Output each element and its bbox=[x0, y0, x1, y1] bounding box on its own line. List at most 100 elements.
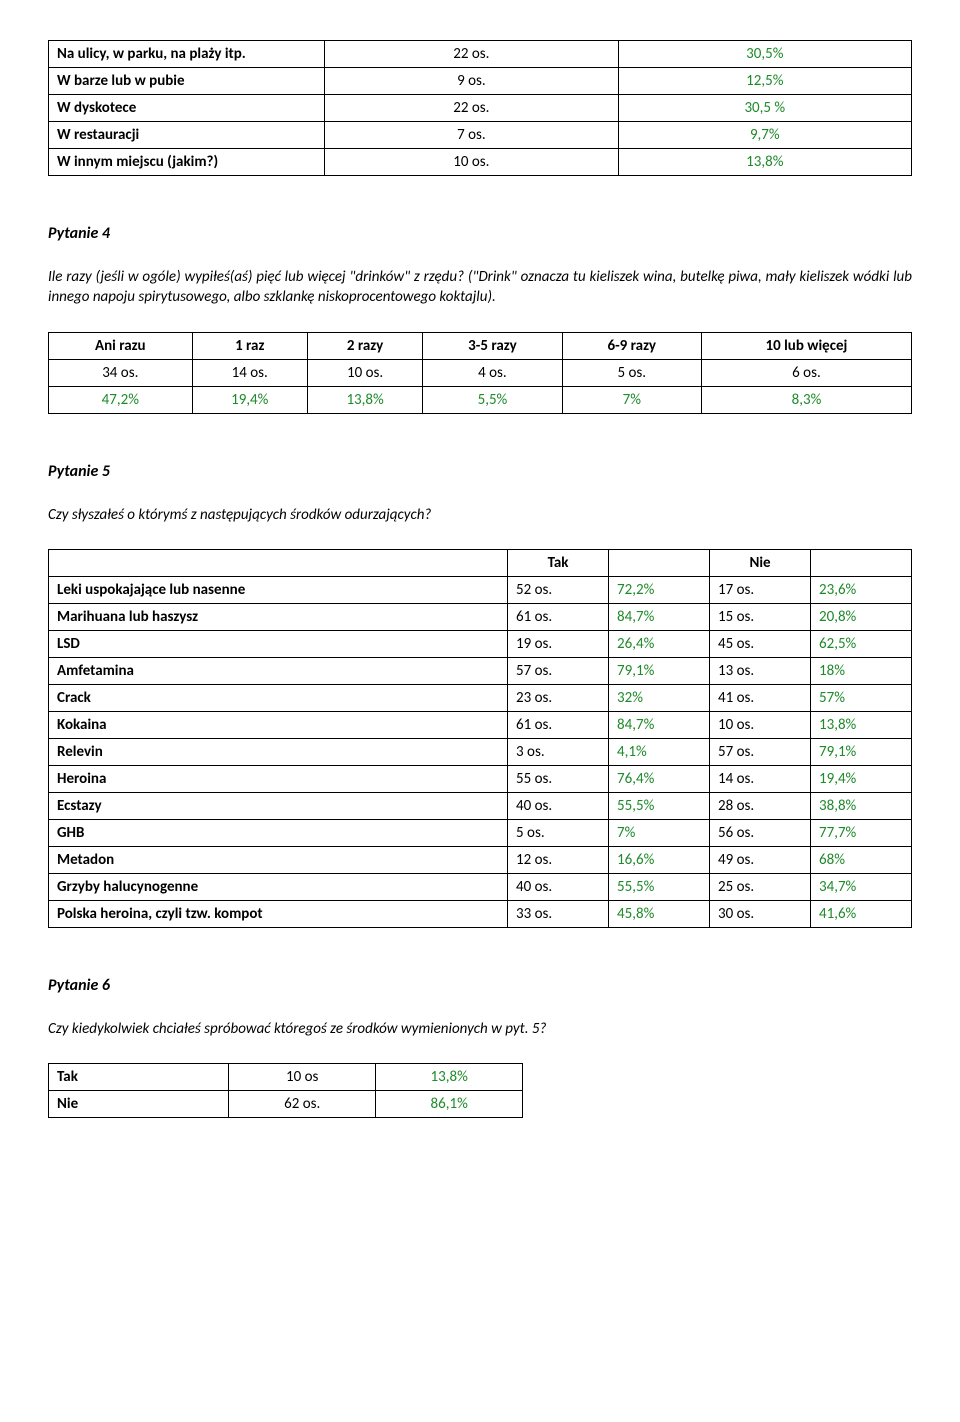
row-count: 10 os bbox=[229, 1064, 376, 1091]
nie-percent: 68% bbox=[811, 846, 912, 873]
q6-title: Pytanie 6 bbox=[48, 976, 912, 995]
q6-text: Czy kiedykolwiek chciałeś spróbować któr… bbox=[48, 1019, 912, 1039]
tak-percent: 32% bbox=[609, 684, 710, 711]
nie-percent: 20,8% bbox=[811, 603, 912, 630]
q4-header-cell: Ani razu bbox=[49, 332, 193, 359]
row-label: Kokaina bbox=[49, 711, 508, 738]
table-row: Marihuana lub haszysz61 os.84,7%15 os.20… bbox=[49, 603, 912, 630]
q4-header-cell: 6-9 razy bbox=[562, 332, 701, 359]
q5-col-tak-pct bbox=[609, 549, 710, 576]
nie-count: 30 os. bbox=[710, 900, 811, 927]
table-q4: Ani razu1 raz2 razy3-5 razy6-9 razy10 lu… bbox=[48, 332, 912, 414]
row-percent: 86,1% bbox=[376, 1091, 523, 1118]
row-label: W dyskotece bbox=[49, 95, 325, 122]
q4-header-cell: 1 raz bbox=[192, 332, 307, 359]
nie-count: 57 os. bbox=[710, 738, 811, 765]
nie-count: 49 os. bbox=[710, 846, 811, 873]
table-row: Amfetamina57 os.79,1%13 os.18% bbox=[49, 657, 912, 684]
q4-percent-cell: 19,4% bbox=[192, 386, 307, 413]
nie-percent: 13,8% bbox=[811, 711, 912, 738]
tak-percent: 72,2% bbox=[609, 576, 710, 603]
row-count: 10 os. bbox=[325, 149, 618, 176]
nie-percent: 41,6% bbox=[811, 900, 912, 927]
tak-percent: 84,7% bbox=[609, 711, 710, 738]
nie-count: 10 os. bbox=[710, 711, 811, 738]
tak-count: 3 os. bbox=[508, 738, 609, 765]
table-row: Heroina55 os.76,4%14 os.19,4% bbox=[49, 765, 912, 792]
table-places: Na ulicy, w parku, na plaży itp.22 os.30… bbox=[48, 40, 912, 176]
tak-count: 5 os. bbox=[508, 819, 609, 846]
table-row: Grzyby halucynogenne40 os.55,5%25 os.34,… bbox=[49, 873, 912, 900]
row-count: 22 os. bbox=[325, 95, 618, 122]
table-row: GHB5 os.7%56 os.77,7% bbox=[49, 819, 912, 846]
q4-count-cell: 14 os. bbox=[192, 359, 307, 386]
q4-count-cell: 6 os. bbox=[701, 359, 911, 386]
q4-percent-cell: 7% bbox=[562, 386, 701, 413]
nie-count: 41 os. bbox=[710, 684, 811, 711]
q4-count-cell: 4 os. bbox=[423, 359, 562, 386]
row-label: Heroina bbox=[49, 765, 508, 792]
tak-percent: 45,8% bbox=[609, 900, 710, 927]
tak-percent: 7% bbox=[609, 819, 710, 846]
row-label: W barze lub w pubie bbox=[49, 68, 325, 95]
q5-title: Pytanie 5 bbox=[48, 462, 912, 481]
nie-count: 45 os. bbox=[710, 630, 811, 657]
nie-percent: 34,7% bbox=[811, 873, 912, 900]
table-row: Na ulicy, w parku, na plaży itp.22 os.30… bbox=[49, 41, 912, 68]
row-percent: 30,5% bbox=[618, 41, 911, 68]
table-row: Ecstazy40 os.55,5%28 os.38,8% bbox=[49, 792, 912, 819]
q4-percent-cell: 5,5% bbox=[423, 386, 562, 413]
tak-percent: 55,5% bbox=[609, 873, 710, 900]
tak-percent: 16,6% bbox=[609, 846, 710, 873]
tak-count: 52 os. bbox=[508, 576, 609, 603]
row-count: 9 os. bbox=[325, 68, 618, 95]
nie-percent: 77,7% bbox=[811, 819, 912, 846]
row-label: Grzyby halucynogenne bbox=[49, 873, 508, 900]
nie-percent: 79,1% bbox=[811, 738, 912, 765]
q5-col-nie-pct bbox=[811, 549, 912, 576]
row-percent: 9,7% bbox=[618, 122, 911, 149]
nie-percent: 19,4% bbox=[811, 765, 912, 792]
nie-percent: 62,5% bbox=[811, 630, 912, 657]
row-label: Ecstazy bbox=[49, 792, 508, 819]
tak-count: 55 os. bbox=[508, 765, 609, 792]
row-percent: 13,8% bbox=[618, 149, 911, 176]
table-q5: Tak Nie Leki uspokajające lub nasenne52 … bbox=[48, 549, 912, 928]
row-label: Na ulicy, w parku, na plaży itp. bbox=[49, 41, 325, 68]
table-row: W restauracji7 os.9,7% bbox=[49, 122, 912, 149]
table-row: Metadon12 os.16,6%49 os.68% bbox=[49, 846, 912, 873]
row-label: Leki uspokajające lub nasenne bbox=[49, 576, 508, 603]
table-row: Tak10 os13,8% bbox=[49, 1064, 523, 1091]
tak-percent: 26,4% bbox=[609, 630, 710, 657]
table-row: Polska heroina, czyli tzw. kompot33 os.4… bbox=[49, 900, 912, 927]
table-row: W barze lub w pubie9 os.12,5% bbox=[49, 68, 912, 95]
row-label: GHB bbox=[49, 819, 508, 846]
nie-count: 28 os. bbox=[710, 792, 811, 819]
row-label: W restauracji bbox=[49, 122, 325, 149]
q4-percent-cell: 13,8% bbox=[307, 386, 422, 413]
q4-count-cell: 10 os. bbox=[307, 359, 422, 386]
q5-empty-header bbox=[49, 549, 508, 576]
nie-count: 17 os. bbox=[710, 576, 811, 603]
table-row: W dyskotece22 os.30,5 % bbox=[49, 95, 912, 122]
table-row: Leki uspokajające lub nasenne52 os.72,2%… bbox=[49, 576, 912, 603]
row-label: Nie bbox=[49, 1091, 229, 1118]
q4-count-cell: 34 os. bbox=[49, 359, 193, 386]
tak-count: 23 os. bbox=[508, 684, 609, 711]
tak-count: 40 os. bbox=[508, 792, 609, 819]
q4-title: Pytanie 4 bbox=[48, 224, 912, 243]
row-label: Polska heroina, czyli tzw. kompot bbox=[49, 900, 508, 927]
table-row: W innym miejscu (jakim?)10 os.13,8% bbox=[49, 149, 912, 176]
row-count: 62 os. bbox=[229, 1091, 376, 1118]
row-label: W innym miejscu (jakim?) bbox=[49, 149, 325, 176]
q4-percent-cell: 8,3% bbox=[701, 386, 911, 413]
table-q6: Tak10 os13,8%Nie62 os.86,1% bbox=[48, 1063, 523, 1118]
nie-percent: 23,6% bbox=[811, 576, 912, 603]
tak-count: 61 os. bbox=[508, 603, 609, 630]
tak-count: 57 os. bbox=[508, 657, 609, 684]
row-label: Marihuana lub haszysz bbox=[49, 603, 508, 630]
row-label: Amfetamina bbox=[49, 657, 508, 684]
nie-percent: 18% bbox=[811, 657, 912, 684]
q4-header-cell: 2 razy bbox=[307, 332, 422, 359]
q4-header-cell: 3-5 razy bbox=[423, 332, 562, 359]
